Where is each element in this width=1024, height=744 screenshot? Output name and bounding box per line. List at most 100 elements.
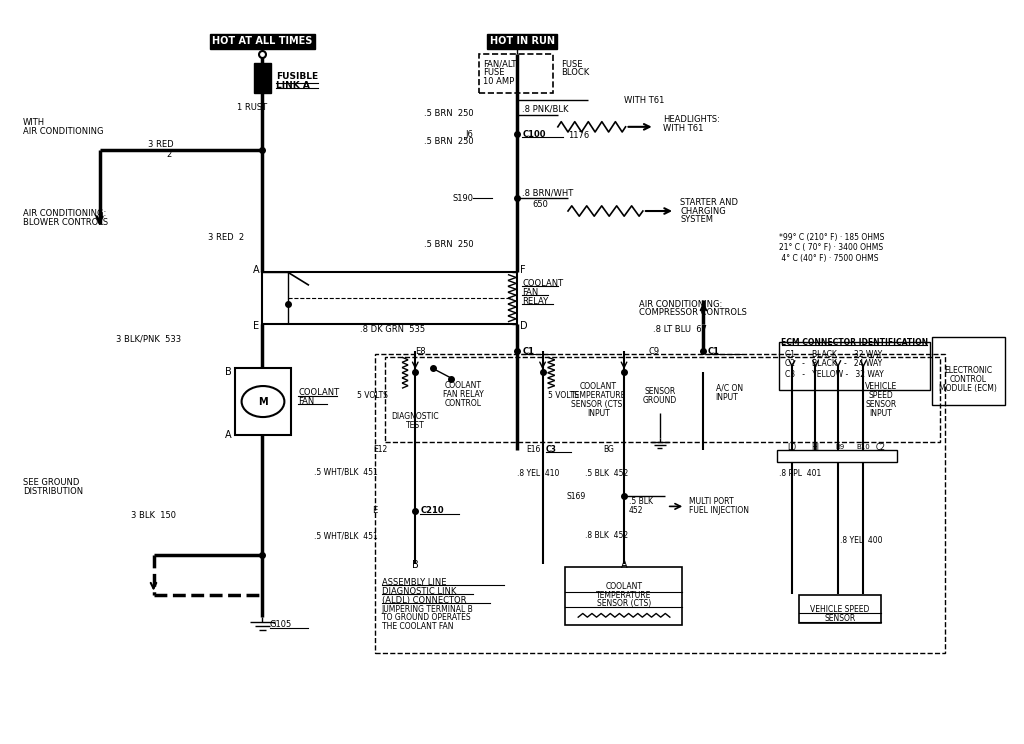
Text: MULTI PORT: MULTI PORT bbox=[689, 497, 734, 506]
Text: A/C ON: A/C ON bbox=[716, 384, 742, 393]
Text: C9: C9 bbox=[648, 347, 659, 356]
Text: .5 BRN  250: .5 BRN 250 bbox=[424, 137, 473, 146]
Text: B: B bbox=[412, 560, 419, 571]
Text: TO GROUND OPERATES: TO GROUND OPERATES bbox=[382, 613, 470, 623]
Text: .8 YEL  400: .8 YEL 400 bbox=[840, 536, 883, 545]
Text: .5 BLK  452: .5 BLK 452 bbox=[586, 469, 629, 478]
Text: A: A bbox=[253, 265, 259, 275]
Bar bbox=[234, 368, 291, 434]
Text: SYSTEM: SYSTEM bbox=[680, 215, 713, 225]
Text: E: E bbox=[253, 321, 259, 331]
Text: 1176: 1176 bbox=[568, 131, 589, 140]
Text: ECM CONNECTOR IDENTIFICATION: ECM CONNECTOR IDENTIFICATION bbox=[780, 338, 928, 347]
Text: SENSOR (CTS): SENSOR (CTS) bbox=[571, 400, 626, 409]
Text: DIAGNOSTIC: DIAGNOSTIC bbox=[391, 412, 439, 421]
Text: FAN RELAY: FAN RELAY bbox=[442, 390, 483, 399]
Text: WITH T61: WITH T61 bbox=[663, 124, 703, 133]
Text: BLOCK: BLOCK bbox=[561, 68, 589, 77]
Text: .5 WHT/BLK  451: .5 WHT/BLK 451 bbox=[313, 531, 378, 540]
Text: 3 BLK/PNK  533: 3 BLK/PNK 533 bbox=[116, 334, 181, 343]
Text: VEHICLE: VEHICLE bbox=[864, 382, 897, 391]
Text: FAN/ALT: FAN/ALT bbox=[483, 60, 517, 68]
Text: SEE GROUND: SEE GROUND bbox=[24, 478, 80, 487]
Text: FUEL INJECTION: FUEL INJECTION bbox=[689, 506, 750, 515]
Text: E8: E8 bbox=[415, 347, 425, 356]
Bar bbox=[385, 357, 940, 442]
Text: COOLANT: COOLANT bbox=[298, 388, 339, 397]
Text: SENSOR (CTS): SENSOR (CTS) bbox=[597, 600, 651, 609]
Text: 5 VOLTS: 5 VOLTS bbox=[548, 391, 579, 400]
Text: S169: S169 bbox=[566, 492, 586, 501]
Text: SENSOR: SENSOR bbox=[824, 614, 856, 623]
Text: 2: 2 bbox=[166, 150, 171, 158]
Text: DISTRIBUTION: DISTRIBUTION bbox=[24, 487, 83, 496]
Text: FUSE: FUSE bbox=[483, 68, 505, 77]
Bar bbox=[799, 595, 881, 623]
Text: HOT AT ALL TIMES: HOT AT ALL TIMES bbox=[212, 36, 312, 46]
Text: WITH: WITH bbox=[24, 118, 45, 127]
Text: LINK A: LINK A bbox=[275, 81, 309, 90]
Text: TEMPERATURE: TEMPERATURE bbox=[571, 391, 627, 400]
Text: B: B bbox=[225, 367, 231, 377]
Text: 3 RED: 3 RED bbox=[147, 140, 173, 149]
Text: WITH T61: WITH T61 bbox=[624, 96, 665, 105]
Text: STARTER AND: STARTER AND bbox=[680, 198, 738, 207]
Text: COOLANT: COOLANT bbox=[605, 582, 642, 591]
Text: 452: 452 bbox=[629, 506, 644, 515]
Text: (ALDL) CONNECTOR: (ALDL) CONNECTOR bbox=[382, 596, 466, 605]
Text: RELAY: RELAY bbox=[522, 297, 548, 306]
Text: MODULE (ECM): MODULE (ECM) bbox=[939, 384, 997, 393]
Text: HOT IN RUN: HOT IN RUN bbox=[489, 36, 555, 46]
Text: C3: C3 bbox=[546, 445, 556, 454]
Text: B10: B10 bbox=[856, 444, 870, 450]
Text: BLOWER CONTROLS: BLOWER CONTROLS bbox=[24, 217, 109, 227]
Text: 650: 650 bbox=[532, 200, 548, 209]
Text: ASSEMBLY LINE: ASSEMBLY LINE bbox=[382, 578, 446, 587]
Text: HEADLIGHTS:: HEADLIGHTS: bbox=[663, 115, 720, 124]
Bar bbox=[779, 341, 930, 390]
Text: GROUND: GROUND bbox=[642, 396, 677, 405]
Text: TEMPERATURE: TEMPERATURE bbox=[596, 591, 651, 600]
Bar bbox=[262, 272, 517, 324]
Text: AIR CONDITIONING:: AIR CONDITIONING: bbox=[24, 209, 106, 218]
Text: AIR CONDITIONING:: AIR CONDITIONING: bbox=[639, 300, 723, 309]
Text: M: M bbox=[258, 397, 268, 406]
Text: .8 LT BLU  67: .8 LT BLU 67 bbox=[652, 324, 707, 333]
Text: E12: E12 bbox=[374, 445, 388, 454]
Text: SENSOR: SENSOR bbox=[865, 400, 896, 409]
Text: JUMPERING TERMINAL B: JUMPERING TERMINAL B bbox=[382, 605, 473, 614]
Text: CHARGING: CHARGING bbox=[680, 207, 726, 216]
Text: C2: C2 bbox=[876, 443, 886, 452]
Text: C100: C100 bbox=[522, 129, 546, 138]
Text: .8 BRN/WHT: .8 BRN/WHT bbox=[522, 188, 573, 197]
Text: 4° C (40° F) · 7500 OHMS: 4° C (40° F) · 7500 OHMS bbox=[779, 254, 879, 263]
Text: CONTROL: CONTROL bbox=[950, 375, 987, 384]
Text: C2   -   BLACK   -   24 WAY: C2 - BLACK - 24 WAY bbox=[785, 359, 883, 368]
Text: 3 BLK  150: 3 BLK 150 bbox=[131, 511, 176, 521]
Text: INPUT: INPUT bbox=[716, 393, 738, 402]
Text: SPEED: SPEED bbox=[868, 391, 893, 400]
Text: C1   -   BLACK   -   32 WAY: C1 - BLACK - 32 WAY bbox=[785, 350, 883, 359]
Text: .5 BRN  250: .5 BRN 250 bbox=[424, 109, 473, 118]
Bar bbox=[479, 54, 553, 93]
Bar bbox=[375, 353, 945, 652]
Text: FAN: FAN bbox=[522, 288, 539, 297]
Text: J6: J6 bbox=[466, 129, 473, 138]
Text: .8 DK GRN  535: .8 DK GRN 535 bbox=[360, 324, 425, 333]
Text: INPUT: INPUT bbox=[587, 409, 610, 418]
Text: THE COOLANT FAN: THE COOLANT FAN bbox=[382, 622, 454, 631]
Text: F: F bbox=[520, 265, 525, 275]
Text: C210: C210 bbox=[420, 507, 444, 516]
Text: FUSE: FUSE bbox=[561, 60, 583, 68]
Text: .8 PNK/BLK: .8 PNK/BLK bbox=[522, 105, 568, 114]
Text: 21° C ( 70° F) · 3400 OHMS: 21° C ( 70° F) · 3400 OHMS bbox=[779, 243, 883, 252]
Text: *99° C (210° F) · 185 OHMS: *99° C (210° F) · 185 OHMS bbox=[779, 233, 884, 242]
Text: C1: C1 bbox=[522, 347, 535, 356]
Text: HI: HI bbox=[811, 443, 819, 452]
Text: CONTROL: CONTROL bbox=[444, 399, 481, 408]
Text: E16: E16 bbox=[526, 445, 541, 454]
Text: L0: L0 bbox=[787, 443, 797, 452]
Text: A: A bbox=[621, 560, 628, 571]
Bar bbox=[254, 63, 270, 93]
Text: .5 BRN  250: .5 BRN 250 bbox=[424, 240, 473, 249]
